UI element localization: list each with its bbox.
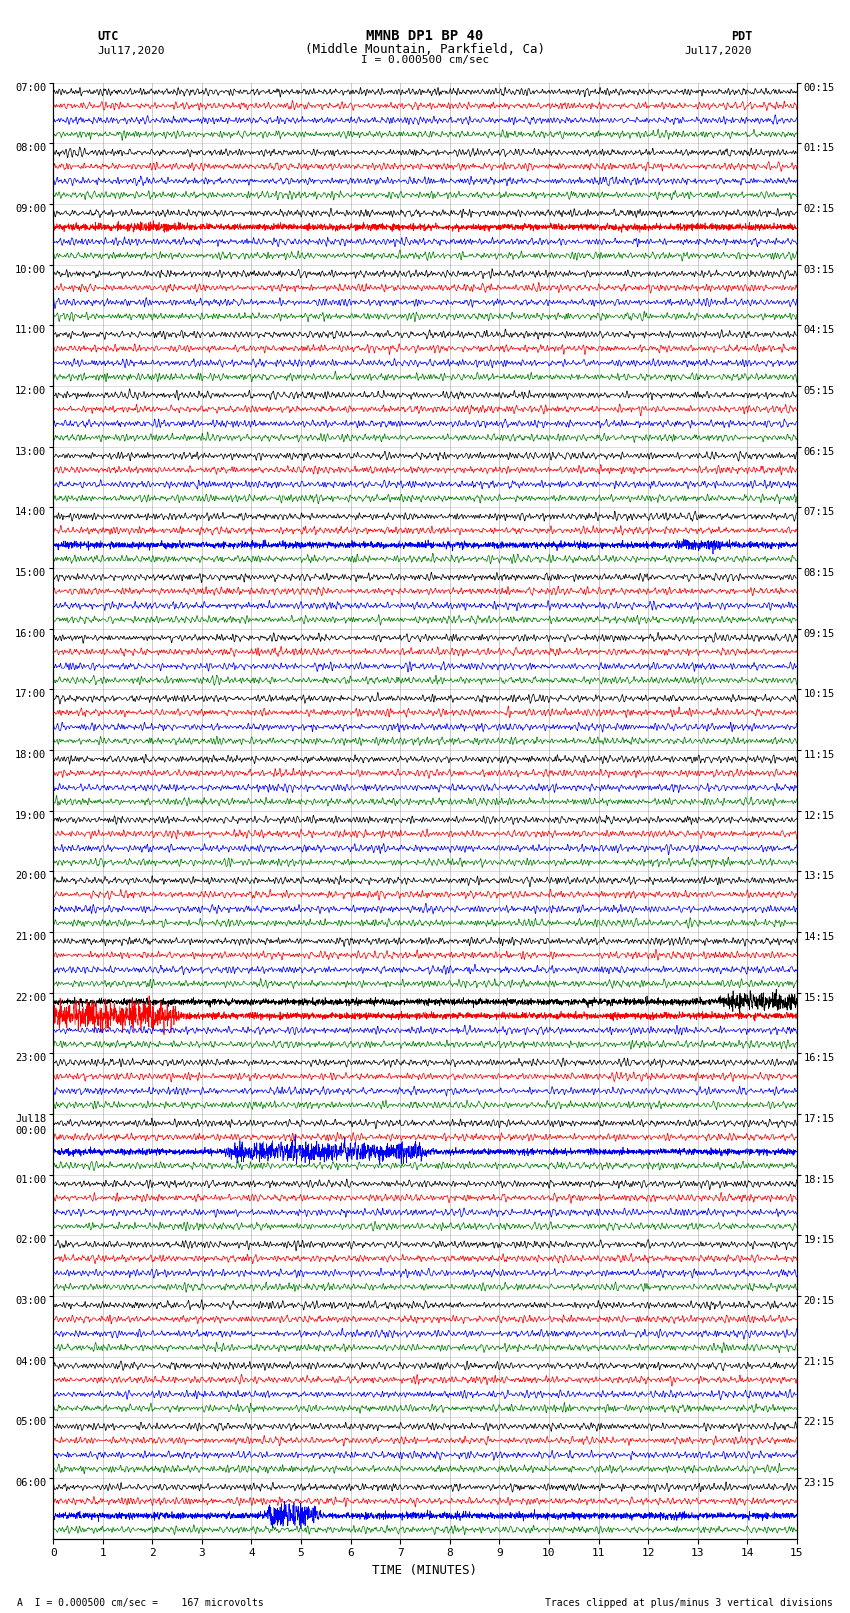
Text: Jul17,2020: Jul17,2020 bbox=[98, 45, 165, 56]
X-axis label: TIME (MINUTES): TIME (MINUTES) bbox=[372, 1565, 478, 1578]
Text: UTC: UTC bbox=[98, 29, 119, 44]
Text: Traces clipped at plus/minus 3 vertical divisions: Traces clipped at plus/minus 3 vertical … bbox=[545, 1598, 833, 1608]
Text: MMNB DP1 BP 40: MMNB DP1 BP 40 bbox=[366, 29, 484, 44]
Text: Jul17,2020: Jul17,2020 bbox=[685, 45, 752, 56]
Text: PDT: PDT bbox=[731, 29, 752, 44]
Text: A  I = 0.000500 cm/sec =    167 microvolts: A I = 0.000500 cm/sec = 167 microvolts bbox=[17, 1598, 264, 1608]
Text: (Middle Mountain, Parkfield, Ca): (Middle Mountain, Parkfield, Ca) bbox=[305, 42, 545, 56]
Text: I = 0.000500 cm/sec: I = 0.000500 cm/sec bbox=[361, 55, 489, 65]
